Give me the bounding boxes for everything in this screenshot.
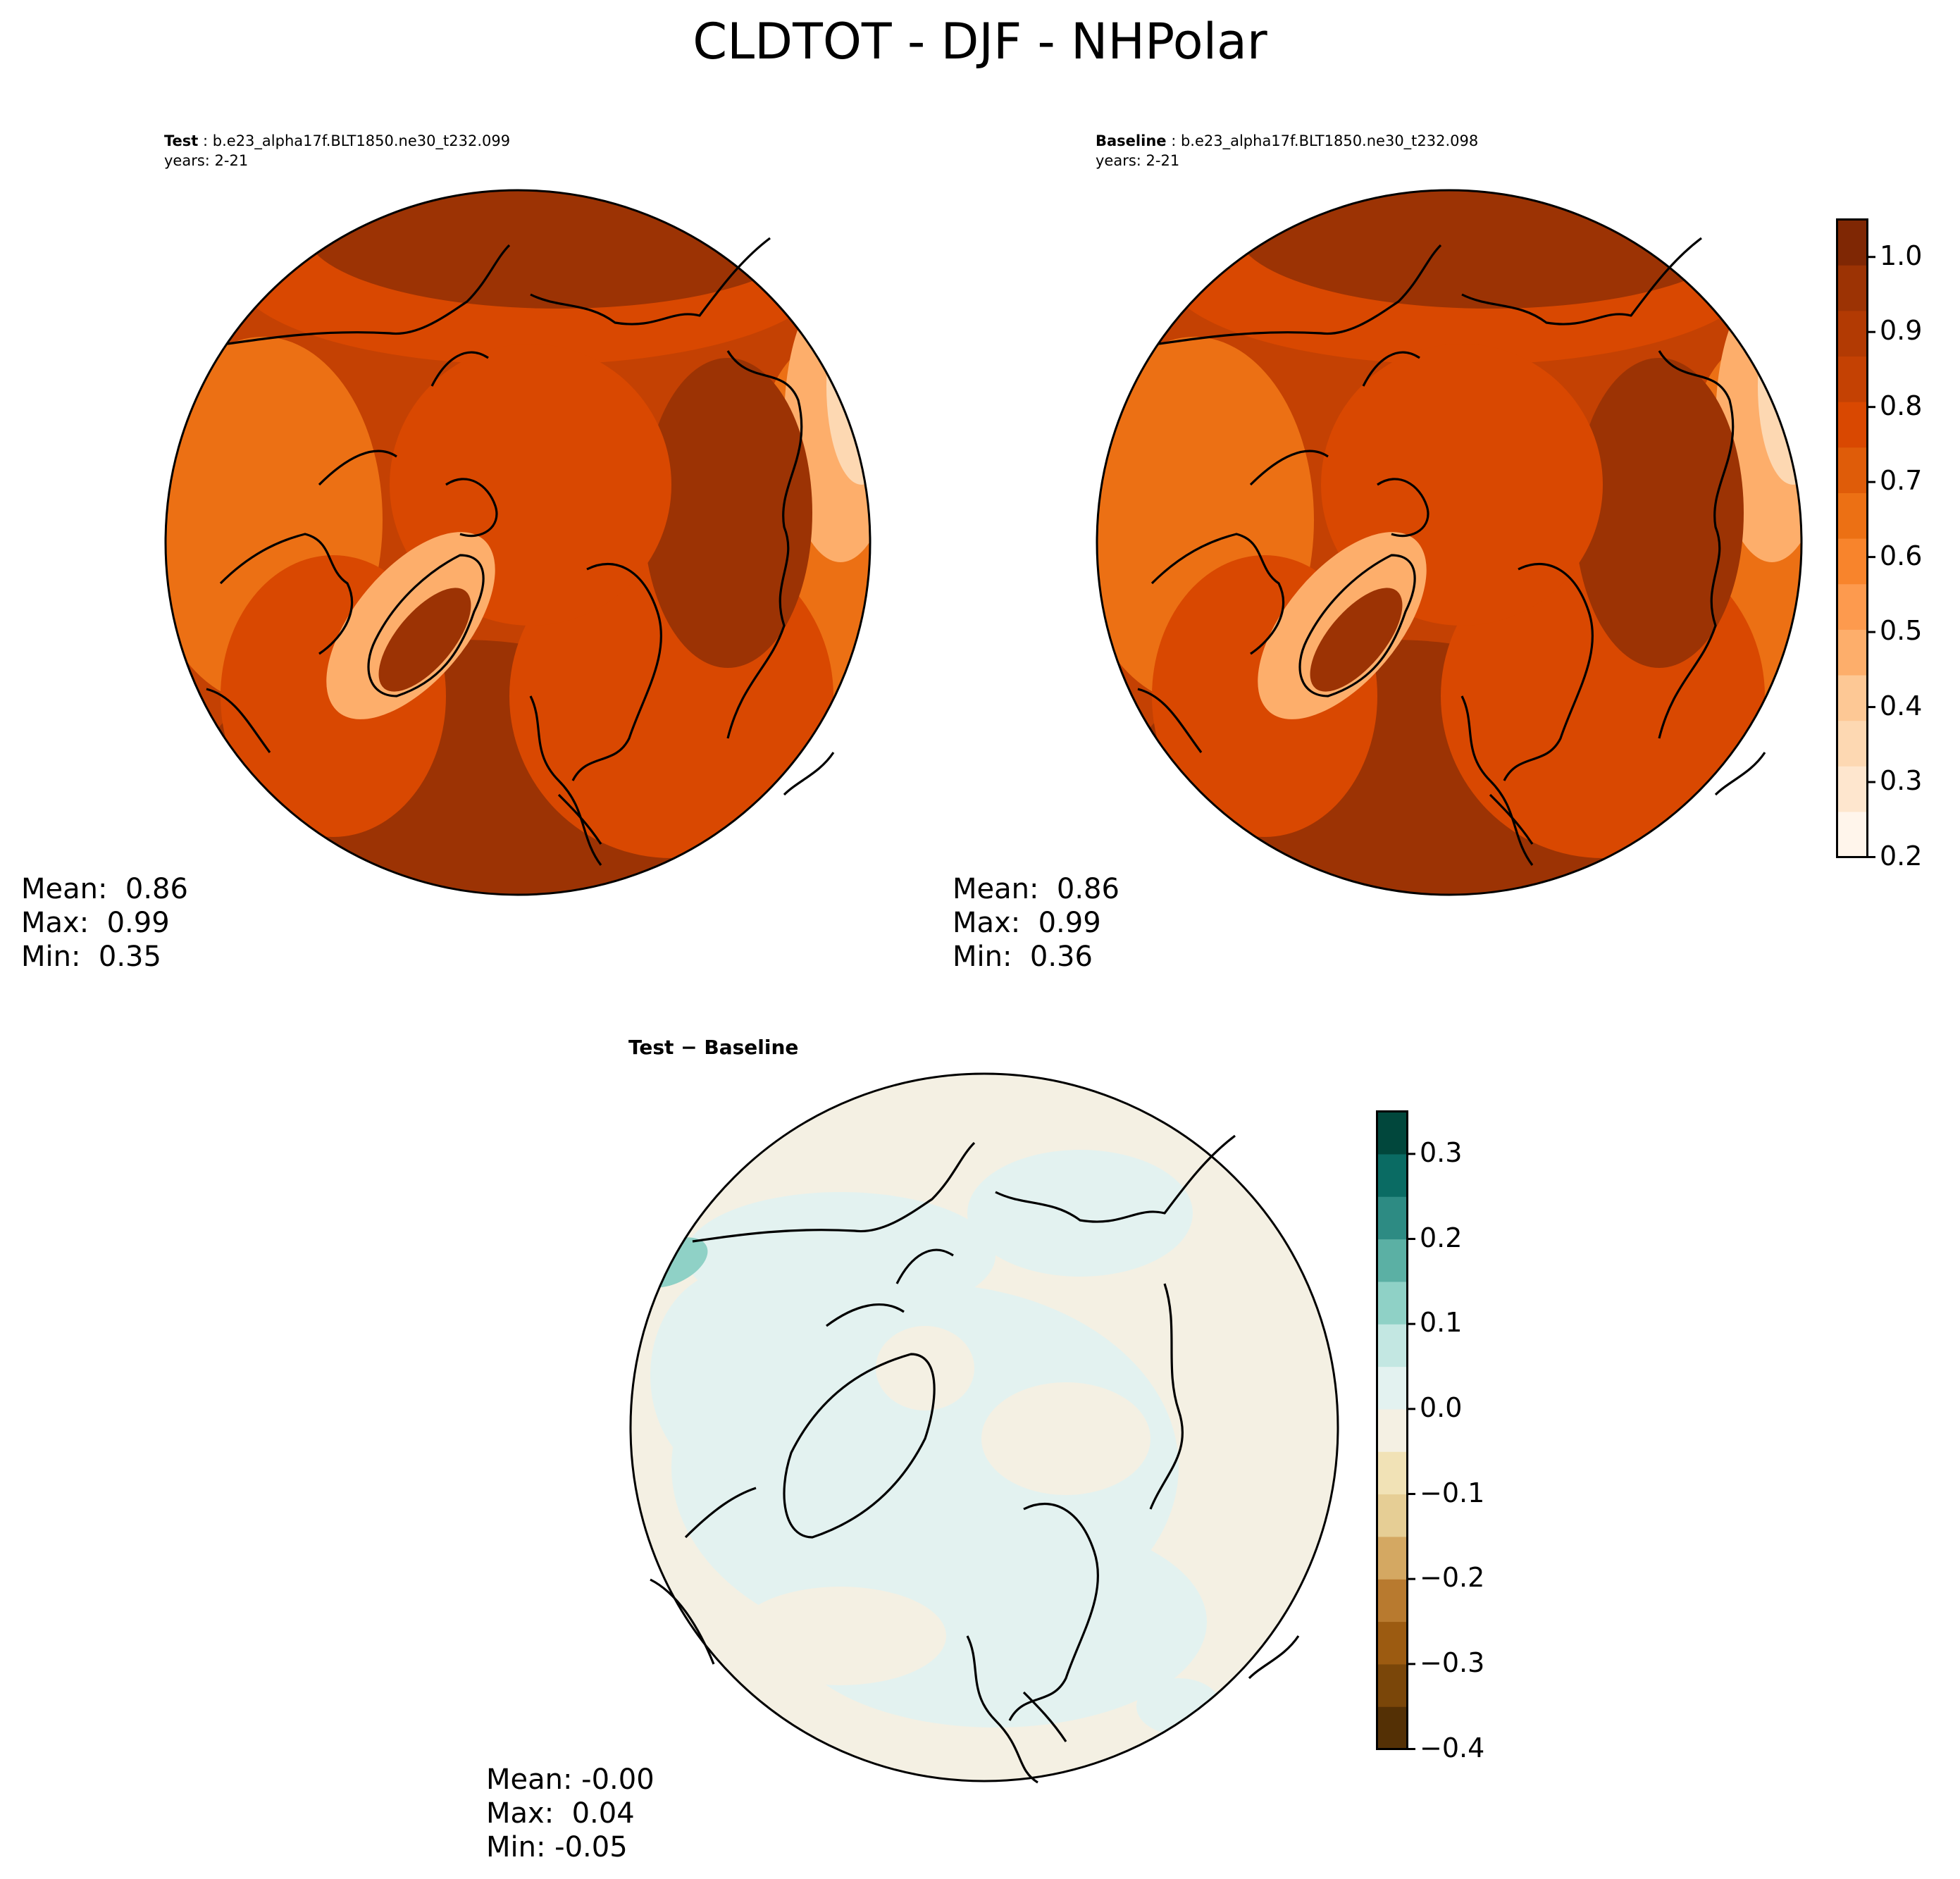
diff-cb-tick: 0.3 xyxy=(1420,1136,1463,1168)
test-mean: Mean: 0.86 xyxy=(21,873,188,905)
test-coastlines xyxy=(206,237,835,866)
colorbar-segment xyxy=(1377,1239,1408,1282)
baseline-mean: Mean: 0.86 xyxy=(953,873,1119,905)
diff-map-field xyxy=(631,1074,1338,1781)
baseline-years: years: 2-21 xyxy=(1096,152,1180,169)
main-colorbar xyxy=(1836,218,1875,858)
colorbar-segment xyxy=(1377,1111,1408,1155)
baseline-case: b.e23_alpha17f.BLT1850.ne30_t232.098 xyxy=(1180,132,1479,149)
main-cb-tick: 0.2 xyxy=(1880,840,1923,872)
colorbar-segment xyxy=(1837,447,1868,493)
colorbar-segment xyxy=(1837,538,1868,585)
colorbar-segment xyxy=(1377,1663,1408,1707)
test-years: years: 2-21 xyxy=(164,152,249,169)
colorbar-segment xyxy=(1377,1536,1408,1580)
diff-colorbar-segments xyxy=(1377,1111,1408,1750)
colorbar-segment xyxy=(1377,1621,1408,1665)
colorbar-segment xyxy=(1837,492,1868,539)
colorbar-segment xyxy=(1837,402,1868,448)
colorbar-segment xyxy=(1377,1408,1408,1452)
colorbar-segment xyxy=(1837,720,1868,767)
main-cb-tick: 0.3 xyxy=(1880,765,1923,797)
diff-cb-tick: −0.2 xyxy=(1420,1562,1485,1594)
main-cb-tick: 0.4 xyxy=(1880,690,1923,721)
test-subtitle: Test : b.e23_alpha17f.BLT1850.ne30_t232.… xyxy=(164,132,511,169)
main-cb-tick: 0.8 xyxy=(1880,390,1923,421)
main-cb-tick: 0.5 xyxy=(1880,615,1923,647)
colorbar-segment xyxy=(1837,356,1868,402)
diff-title: Test − Baseline xyxy=(628,1036,799,1059)
diff-max: Max: 0.04 xyxy=(486,1797,635,1830)
main-cb-tick: 0.7 xyxy=(1880,465,1923,497)
colorbar-segment xyxy=(1377,1366,1408,1410)
colorbar-segment xyxy=(1377,1196,1408,1240)
baseline-stats: Mean: 0.86 Max: 0.99 Min: 0.36 xyxy=(953,872,1119,974)
test-label: Test xyxy=(164,132,199,149)
colorbar-segment xyxy=(1377,1494,1408,1537)
baseline-min: Min: 0.36 xyxy=(953,941,1093,973)
colorbar-segment xyxy=(1377,1706,1408,1750)
baseline-max: Max: 0.99 xyxy=(953,907,1101,939)
colorbar-segment xyxy=(1837,766,1868,812)
baseline-subtitle: Baseline : b.e23_alpha17f.BLT1850.ne30_t… xyxy=(1096,132,1479,169)
main-cb-tick: 0.6 xyxy=(1880,540,1923,571)
diff-map xyxy=(629,1072,1339,1784)
diff-cb-tick: 0.2 xyxy=(1420,1222,1463,1253)
colorbar-segment xyxy=(1377,1153,1408,1197)
colorbar-segment xyxy=(1837,219,1868,266)
test-map-field xyxy=(166,190,870,895)
diff-colorbar xyxy=(1376,1110,1415,1750)
test-map xyxy=(164,189,872,896)
baseline-label: Baseline xyxy=(1096,132,1167,149)
colorbar-segment xyxy=(1377,1579,1408,1623)
diff-min: Min: -0.05 xyxy=(486,1831,628,1864)
colorbar-segment xyxy=(1377,1281,1408,1325)
colorbar-segment xyxy=(1377,1451,1408,1495)
test-stats: Mean: 0.86 Max: 0.99 Min: 0.35 xyxy=(21,872,188,974)
colorbar-segment xyxy=(1837,811,1868,858)
colorbar-segment xyxy=(1837,629,1868,676)
colorbar-segment xyxy=(1837,583,1868,630)
baseline-map xyxy=(1096,189,1803,896)
baseline-map-field xyxy=(1097,190,1801,895)
diff-stats: Mean: -0.00 Max: 0.04 Min: -0.05 xyxy=(486,1763,655,1864)
main-cb-tick: 0.9 xyxy=(1880,315,1923,347)
diff-cb-tick: −0.3 xyxy=(1420,1647,1485,1678)
main-colorbar-segments xyxy=(1837,219,1868,858)
colorbar-segment xyxy=(1837,265,1868,311)
figure-title: CLDTOT - DJF - NHPolar xyxy=(693,13,1267,70)
colorbar-segment xyxy=(1837,310,1868,357)
diff-cb-tick: 0.1 xyxy=(1420,1307,1463,1339)
diff-cb-tick: 0.0 xyxy=(1420,1391,1463,1423)
test-max: Max: 0.99 xyxy=(21,907,170,939)
test-min: Min: 0.35 xyxy=(21,941,161,973)
main-cb-tick: 1.0 xyxy=(1880,240,1923,271)
diff-cb-tick: −0.1 xyxy=(1420,1477,1485,1508)
colorbar-segment xyxy=(1377,1324,1408,1368)
baseline-coastlines xyxy=(1137,237,1766,866)
diff-cb-tick: −0.4 xyxy=(1420,1732,1485,1763)
test-case: b.e23_alpha17f.BLT1850.ne30_t232.099 xyxy=(212,132,511,149)
diff-coastlines xyxy=(650,1134,1300,1784)
colorbar-segment xyxy=(1837,674,1868,721)
diff-mean: Mean: -0.00 xyxy=(486,1763,655,1796)
